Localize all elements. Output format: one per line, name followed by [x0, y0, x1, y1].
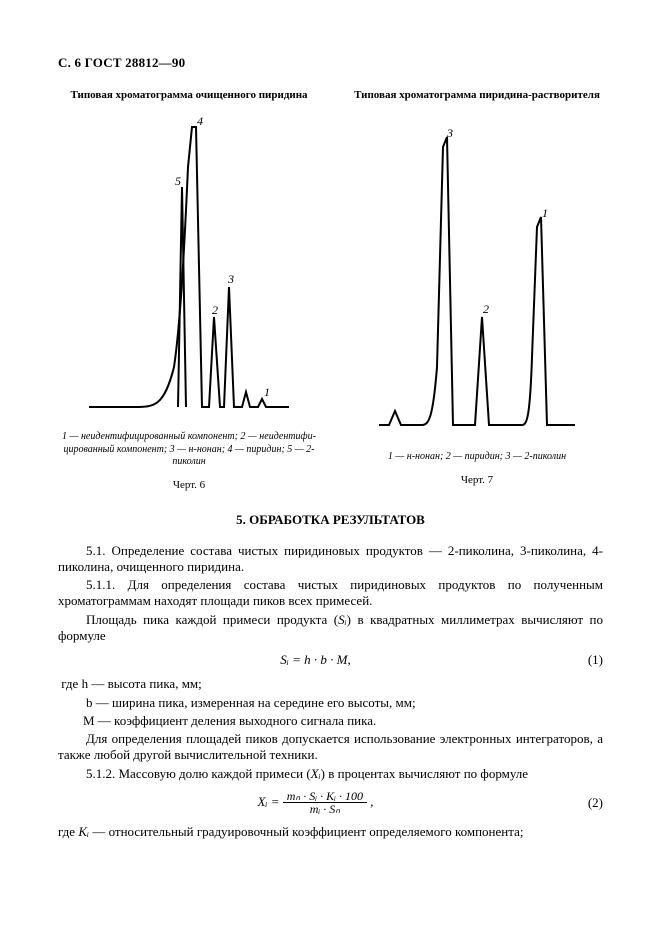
formula-2: Xᵢ = mₙ · Sᵢ · Kᵢ · 100 mᵢ · Sₙ , (2)	[58, 790, 603, 816]
para-area-def: Площадь пика каждой примеси продукта (Sᵢ…	[58, 612, 603, 645]
para-5-1-2: 5.1.2. Массовую долю каждой примеси (Xᵢ)…	[58, 766, 603, 782]
where-b: b — ширина пика, измеренная на середине …	[86, 695, 603, 711]
where-m: M — коэффициент деления выходного сигнал…	[83, 713, 603, 729]
figure-7-title: Типовая хроматограмма пиридина-растворит…	[354, 89, 600, 103]
peak-label-3: 3	[227, 272, 234, 286]
figure-7-legend: 1 — н-нонан; 2 — пиридин; 3 — 2-пиколин	[388, 451, 566, 464]
para-5-1-1: 5.1.1. Для определения состава чистых пи…	[58, 577, 603, 610]
para-integrators: Для определения площадей пиков допускает…	[58, 731, 603, 764]
figure-6-title: Типовая хроматограмма очищенного пиридин…	[70, 89, 307, 103]
figure-6-legend: 1 — неидентифицированный компонент; 2 — …	[62, 431, 316, 469]
formula-1-expr: Sᵢ = h · b · M,	[58, 652, 573, 668]
figure-6-caption: Черт. 6	[173, 479, 205, 493]
peak-label-1: 1	[542, 206, 548, 220]
formula-1: Sᵢ = h · b · M, (1)	[58, 652, 603, 668]
peak-label-5: 5	[175, 174, 181, 188]
formula-1-num: (1)	[573, 652, 603, 668]
formula-2-expr: Xᵢ = mₙ · Sᵢ · Kᵢ · 100 mᵢ · Sₙ ,	[58, 790, 573, 816]
page-header: С. 6 ГОСТ 28812—90	[58, 55, 603, 71]
peak-label-1: 1	[264, 385, 270, 399]
where-h: где h — высота пика, мм;	[58, 676, 603, 692]
section-title: 5. ОБРАБОТКА РЕЗУЛЬТАТОВ	[58, 512, 603, 528]
body-text: 5.1. Определение состава чистых пиридино…	[58, 543, 603, 841]
peak-label-3: 3	[446, 126, 453, 140]
peak-label-2: 2	[212, 303, 218, 317]
chromatogram-6: 4 5 3 2 1	[74, 107, 304, 427]
figures-row: Типовая хроматограмма очищенного пиридин…	[58, 89, 603, 492]
figure-7-caption: Черт. 7	[461, 474, 493, 488]
figure-6: Типовая хроматограмма очищенного пиридин…	[58, 89, 320, 492]
para-5-1: 5.1. Определение состава чистых пиридино…	[58, 543, 603, 576]
where-ki: где Kᵢ — относительный градуировочный ко…	[58, 824, 603, 840]
formula-2-num: (2)	[573, 795, 603, 811]
chromatogram-7: 3 2 1	[367, 107, 587, 447]
peak-label-4: 4	[197, 114, 203, 128]
peak-label-2: 2	[483, 302, 489, 316]
figure-7: Типовая хроматограмма пиридина-растворит…	[351, 89, 603, 492]
